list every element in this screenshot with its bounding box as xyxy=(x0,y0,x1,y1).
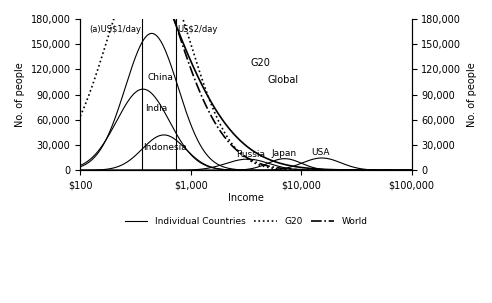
Text: G20: G20 xyxy=(251,58,271,68)
Text: China: China xyxy=(148,73,173,82)
Legend: Individual Countries, G20, World: Individual Countries, G20, World xyxy=(121,213,371,229)
Text: Global: Global xyxy=(268,75,299,85)
Y-axis label: No. of people: No. of people xyxy=(467,62,477,127)
Text: Indonesia: Indonesia xyxy=(144,143,187,152)
Text: (a)US$1/day: (a)US$1/day xyxy=(89,25,141,34)
Text: Russia: Russia xyxy=(236,149,265,158)
Y-axis label: No. of people: No. of people xyxy=(15,62,25,127)
Text: Japan: Japan xyxy=(272,149,297,158)
Text: USA: USA xyxy=(311,148,330,157)
Text: India: India xyxy=(146,104,168,113)
X-axis label: Income: Income xyxy=(228,193,264,203)
Text: US$2/day: US$2/day xyxy=(177,25,217,34)
